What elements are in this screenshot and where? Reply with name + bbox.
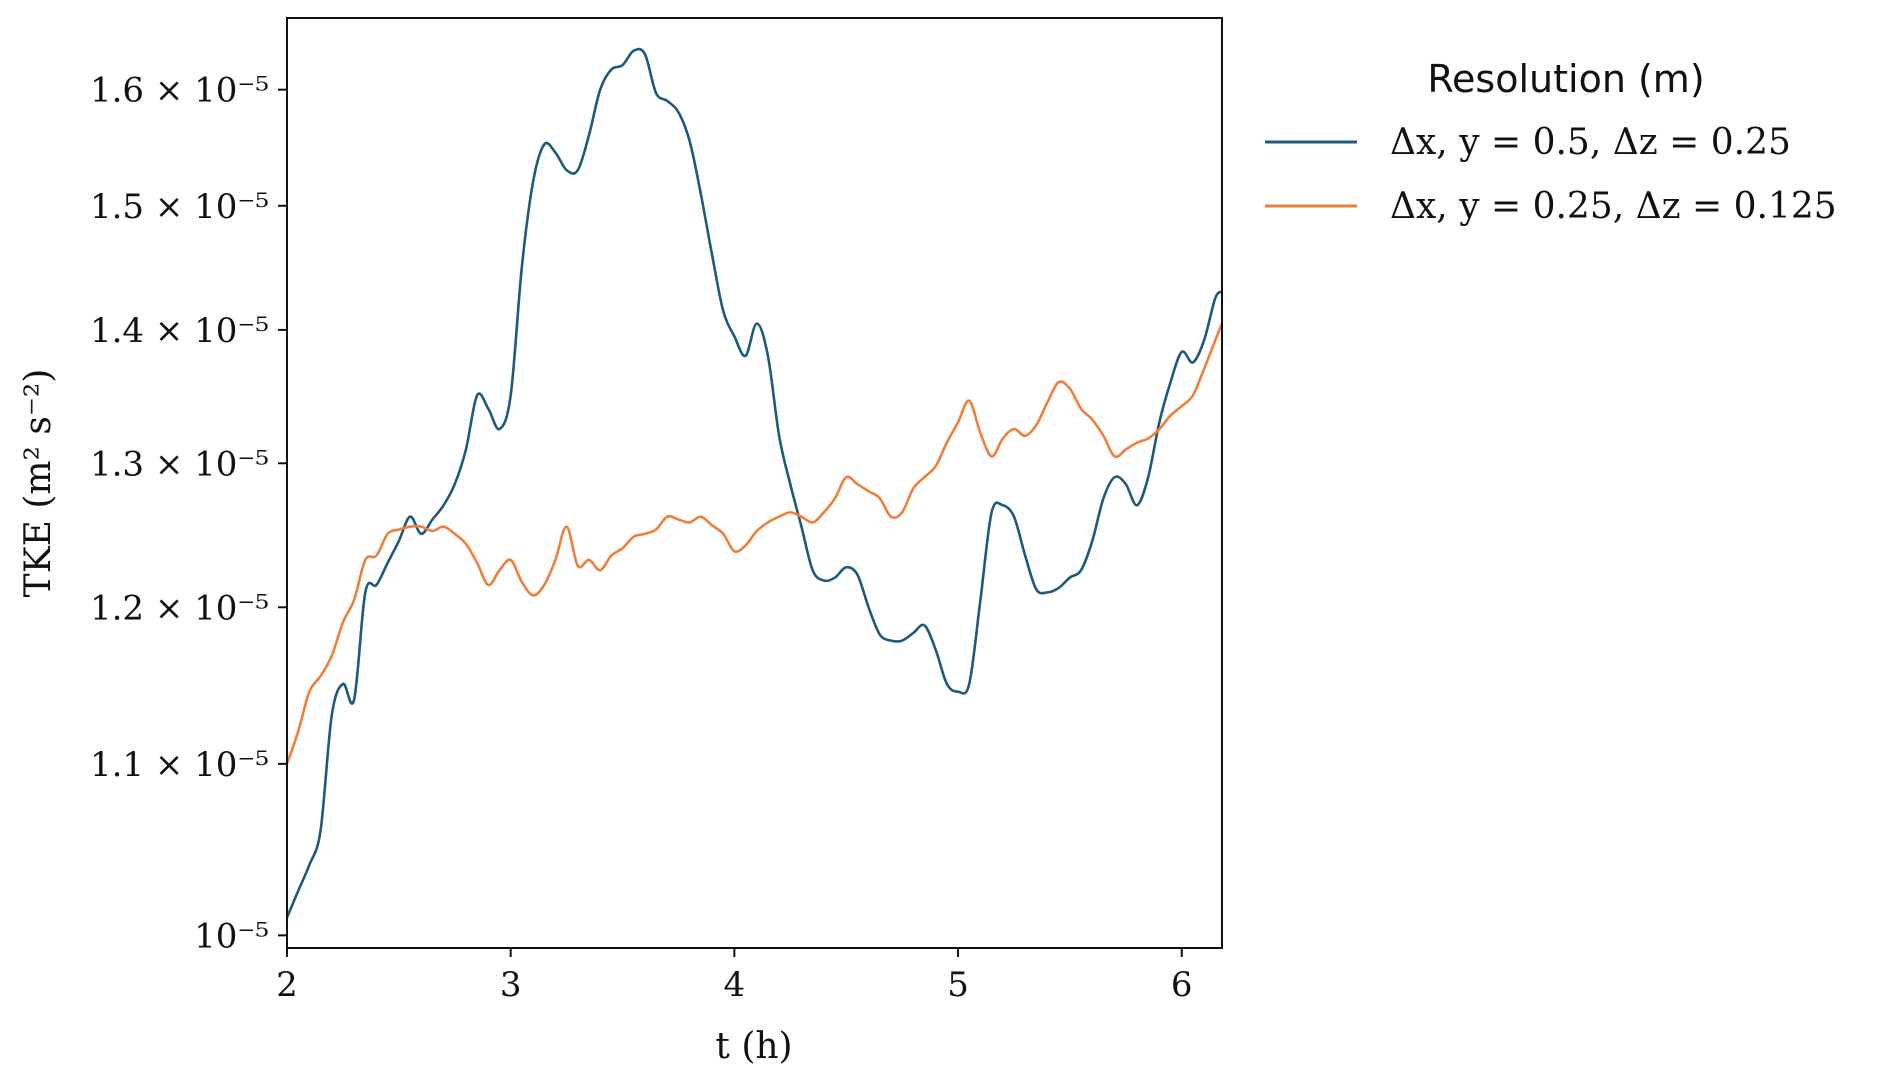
x-tick-label: 4 <box>724 965 746 1005</box>
x-tick-label: 5 <box>947 965 969 1005</box>
series-line-1 <box>287 47 1222 918</box>
y-tick-label: 1.1 × 10⁻⁵ <box>90 745 269 785</box>
y-tick-label: 1.6 × 10⁻⁵ <box>90 71 269 111</box>
legend: Resolution (m) Δx, y = 0.5, Δz = 0.25 Δx… <box>1265 57 1837 227</box>
y-tick-label: 1.3 × 10⁻⁵ <box>90 444 269 484</box>
legend-title: Resolution (m) <box>1427 57 1704 101</box>
x-axis: 2 3 4 5 6 <box>276 948 1193 1005</box>
series-line-2 <box>287 323 1222 765</box>
y-tick-label: 1.5 × 10⁻⁵ <box>90 187 269 227</box>
x-tick-label: 6 <box>1171 965 1193 1005</box>
y-tick-label: 1.2 × 10⁻⁵ <box>90 588 269 628</box>
y-axis-label: TKE (m² s⁻²) <box>18 369 59 598</box>
y-axis: 10⁻⁵ 1.1 × 10⁻⁵ 1.2 × 10⁻⁵ 1.3 × 10⁻⁵ 1.4 × … <box>90 71 287 956</box>
legend-entry-series-1: Δx, y = 0.5, Δz = 0.25 <box>1390 122 1791 163</box>
x-tick-label: 2 <box>276 965 298 1005</box>
plot-frame <box>286 17 1223 949</box>
legend-entry-series-2: Δx, y = 0.25, Δz = 0.125 <box>1390 186 1837 227</box>
x-axis-label: t (h) <box>715 1026 792 1067</box>
y-tick-label: 1.4 × 10⁻⁵ <box>90 311 269 351</box>
x-tick-label: 3 <box>500 965 522 1005</box>
series-lines <box>287 47 1222 918</box>
y-tick-label: 10⁻⁵ <box>194 916 269 956</box>
